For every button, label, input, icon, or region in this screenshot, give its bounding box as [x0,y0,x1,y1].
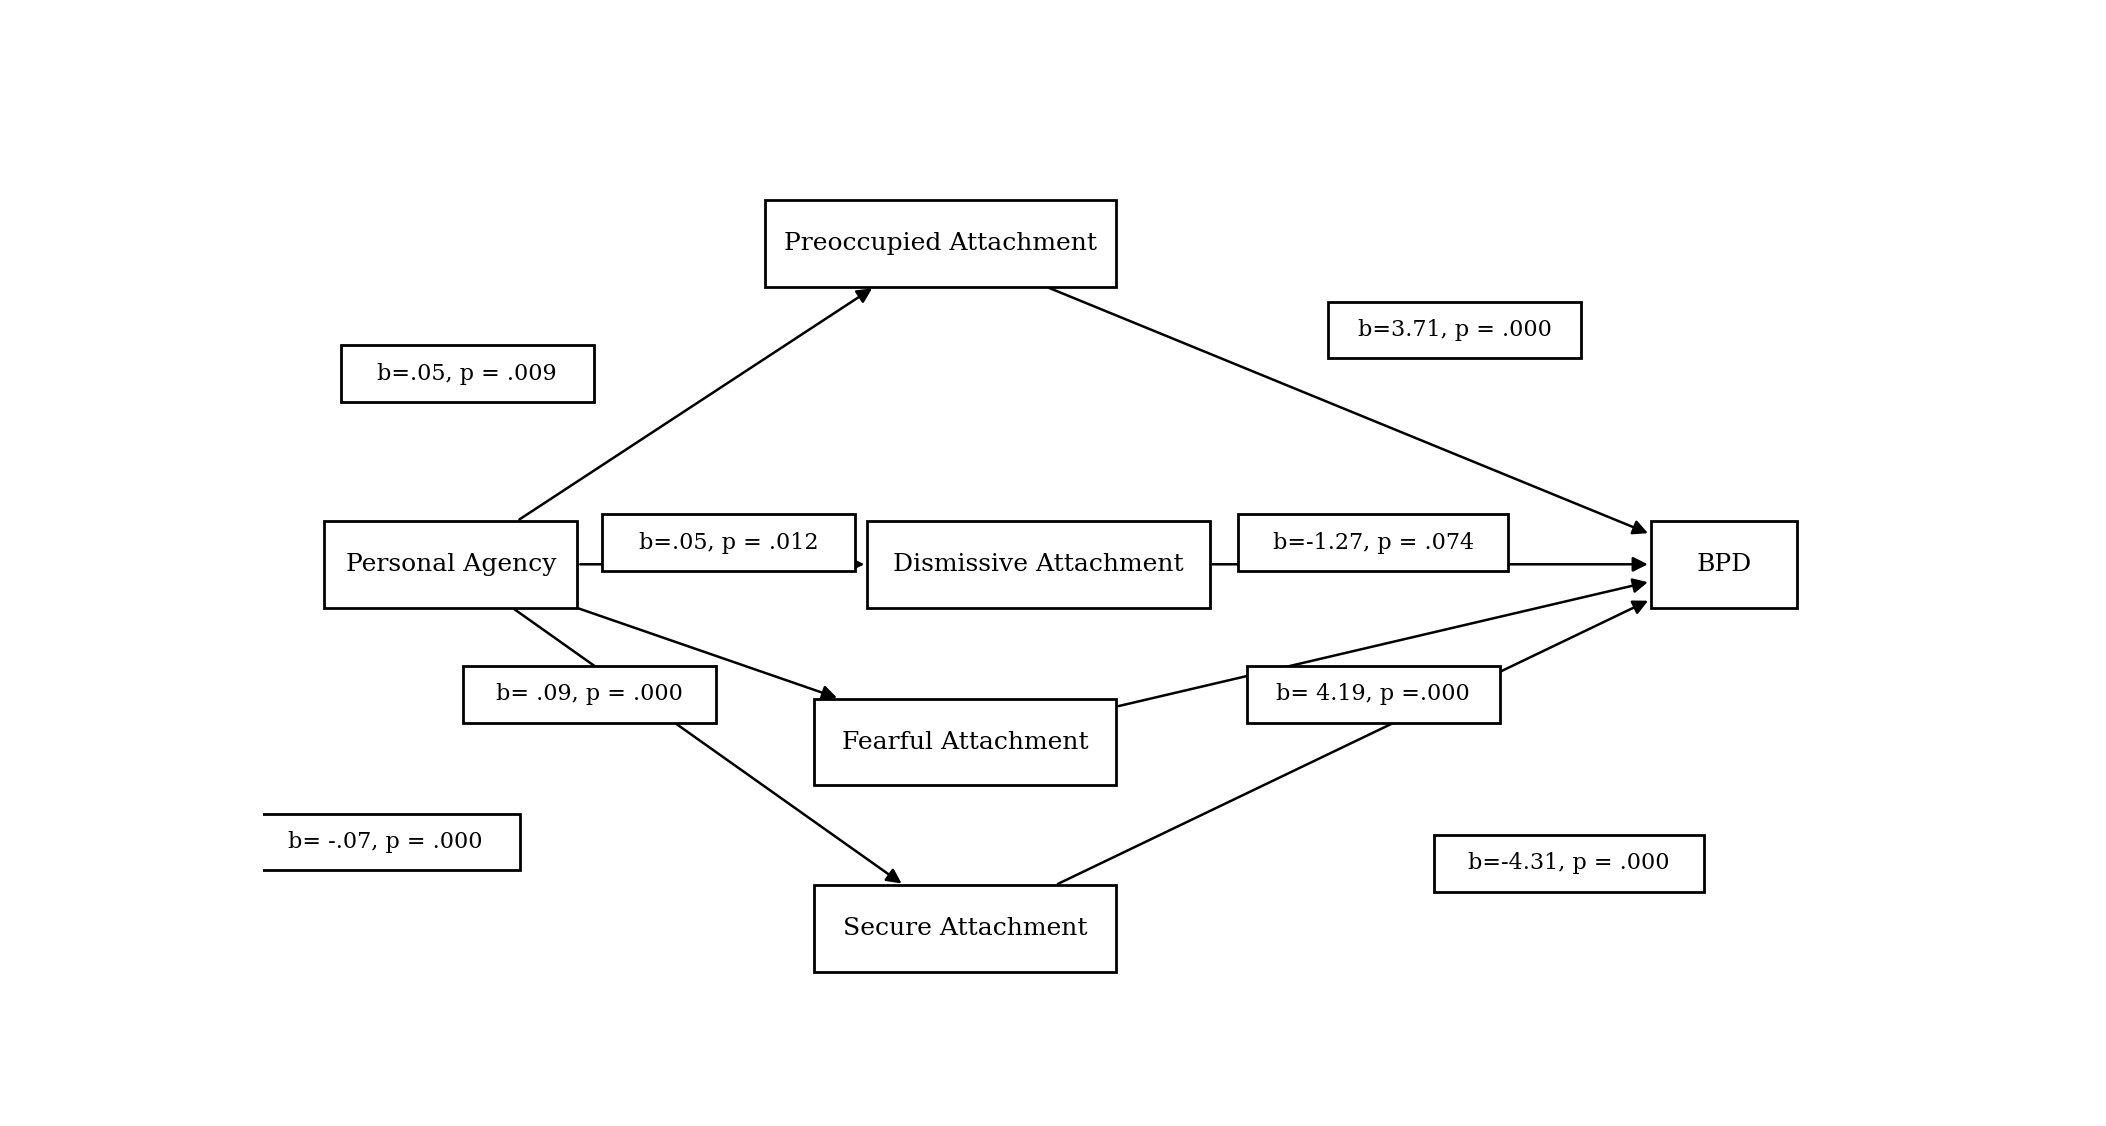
Text: Personal Agency: Personal Agency [345,553,556,575]
FancyBboxPatch shape [324,521,577,608]
FancyBboxPatch shape [341,346,594,402]
FancyBboxPatch shape [764,200,1116,287]
Text: b= .09, p = .000: b= .09, p = .000 [497,683,682,705]
FancyBboxPatch shape [1247,667,1499,723]
Text: b=-1.27, p = .074: b=-1.27, p = .074 [1272,531,1474,554]
Text: Secure Attachment: Secure Attachment [842,917,1087,940]
Text: b= 4.19, p =.000: b= 4.19, p =.000 [1276,683,1470,705]
Text: b=.05, p = .012: b=.05, p = .012 [638,531,817,554]
FancyBboxPatch shape [602,515,855,571]
Text: b=-4.31, p = .000: b=-4.31, p = .000 [1468,852,1670,875]
Text: Fearful Attachment: Fearful Attachment [842,731,1089,753]
Text: b= -.07, p = .000: b= -.07, p = .000 [289,831,482,852]
FancyBboxPatch shape [868,521,1209,608]
FancyBboxPatch shape [815,698,1116,786]
Text: b=.05, p = .009: b=.05, p = .009 [377,363,558,385]
FancyBboxPatch shape [1434,835,1704,892]
FancyBboxPatch shape [463,667,716,723]
FancyBboxPatch shape [251,814,520,870]
Text: Preoccupied Attachment: Preoccupied Attachment [783,232,1097,254]
FancyBboxPatch shape [1238,515,1508,571]
FancyBboxPatch shape [1651,521,1799,608]
FancyBboxPatch shape [1329,302,1582,358]
Text: b=3.71, p = .000: b=3.71, p = .000 [1358,319,1552,341]
FancyBboxPatch shape [815,885,1116,972]
Text: BPD: BPD [1697,553,1752,575]
Text: Dismissive Attachment: Dismissive Attachment [893,553,1184,575]
